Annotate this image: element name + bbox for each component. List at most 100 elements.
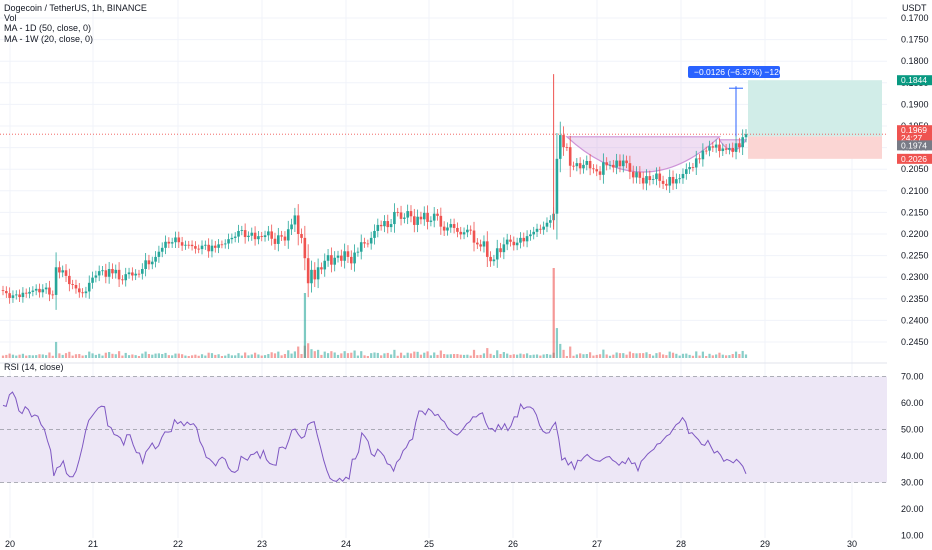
volume-bar — [698, 355, 701, 358]
volume-bar — [724, 355, 728, 358]
volume-bar — [572, 355, 575, 358]
candle-body — [399, 212, 403, 219]
volume-bar — [443, 354, 446, 358]
candle-body — [160, 247, 164, 252]
rsi-indicator-label[interactable]: RSI (14, close) — [4, 362, 64, 372]
candle-body — [413, 216, 416, 225]
volume-bar — [224, 355, 227, 358]
high-volume-bar — [303, 293, 307, 358]
volume-bar — [472, 349, 476, 358]
candle-body — [505, 239, 509, 245]
chart-legend: Dogecoin / TetherUS, 1h, BINANCE Vol MA … — [4, 3, 147, 44]
candle-body — [509, 239, 512, 242]
volume-bar — [661, 354, 665, 358]
volume-bar — [708, 353, 711, 358]
candle-body — [184, 244, 187, 246]
candle-body — [316, 267, 320, 280]
candle-body — [429, 220, 433, 222]
ma-1w-indicator-label[interactable]: MA - 1W (20, close, 0) — [4, 33, 94, 44]
candle-body — [230, 237, 234, 240]
candle-body — [233, 236, 237, 238]
volume-bar — [84, 355, 88, 358]
volume-bar — [287, 350, 290, 358]
spike-volume-bar — [552, 268, 555, 358]
volume-bar — [131, 354, 134, 358]
volume-bar — [701, 351, 704, 358]
ma-1d-indicator-label[interactable]: MA - 1D (50, close, 0) — [4, 23, 92, 34]
candle-body — [555, 158, 559, 214]
volume-bar — [542, 354, 545, 358]
volume-bar — [585, 354, 588, 358]
volume-bar — [277, 351, 280, 358]
stop-price-tag: 0.2026 — [901, 154, 927, 164]
volume-bar — [41, 354, 44, 358]
volume-bar — [681, 353, 685, 358]
symbol-title[interactable]: Dogecoin / TetherUS, 1h, BINANCE — [4, 3, 147, 13]
volume-bar — [310, 349, 313, 358]
volume-bar — [462, 354, 466, 358]
volume-bar — [711, 355, 714, 358]
candle-body — [439, 215, 443, 227]
candle-body — [157, 251, 161, 257]
candle-body — [396, 211, 400, 213]
candle-body — [346, 251, 350, 257]
volume-bar — [436, 354, 439, 358]
volume-bar — [738, 354, 741, 358]
volume-bar — [685, 353, 688, 358]
candle-body — [462, 232, 466, 235]
candle-body — [68, 275, 71, 285]
volume-bar — [21, 353, 25, 358]
rsi-axis-label-3: 40.00 — [901, 451, 924, 461]
time-axis-label-5: 25 — [424, 539, 434, 549]
candle-body — [476, 242, 479, 245]
volume-bar — [313, 351, 316, 358]
candle-body — [519, 237, 522, 243]
candle-body — [247, 235, 250, 238]
candle-body — [432, 213, 436, 221]
candle-body — [539, 228, 542, 230]
candle-body — [691, 167, 695, 168]
candle-body — [651, 179, 655, 180]
volume-bar — [565, 356, 568, 358]
target-price-tag-bg — [897, 75, 932, 86]
volume-bar — [11, 354, 15, 358]
volume-indicator-label[interactable]: Vol — [4, 13, 17, 24]
candle-body — [522, 237, 526, 242]
volume-bar — [161, 354, 164, 358]
candle-body — [615, 160, 618, 168]
volume-bar — [615, 352, 618, 358]
volume-bar — [499, 354, 502, 358]
candle-body — [602, 162, 605, 175]
candle-body — [141, 268, 144, 274]
volume-bar — [612, 354, 615, 358]
volume-bar — [88, 351, 91, 358]
volume-bar — [605, 354, 608, 358]
candle-body — [422, 212, 426, 220]
candle-body — [127, 272, 131, 275]
candle-body — [648, 176, 652, 180]
candle-body — [529, 234, 532, 237]
candle-body — [598, 171, 602, 175]
candle-body — [466, 229, 469, 233]
volume-bar — [58, 353, 61, 358]
candle-body — [386, 221, 390, 228]
candle-body — [708, 146, 711, 151]
candle-body — [379, 224, 383, 227]
volume-bar — [320, 354, 323, 358]
candle-body — [359, 242, 363, 252]
rsi-axis-label-1: 60.00 — [901, 398, 924, 408]
candle-body — [389, 224, 393, 228]
last-price-tag-bg — [897, 125, 932, 136]
stop-price-tag-bg — [897, 153, 932, 164]
volume-bar — [496, 350, 499, 358]
volume-bar — [512, 354, 515, 358]
candle-body — [257, 236, 260, 240]
volume-bar — [479, 354, 482, 358]
candle-body — [154, 256, 157, 262]
volume-bar — [489, 353, 492, 358]
candle-body — [446, 227, 449, 231]
volume-bar — [227, 353, 230, 358]
volume-bar — [516, 354, 519, 358]
